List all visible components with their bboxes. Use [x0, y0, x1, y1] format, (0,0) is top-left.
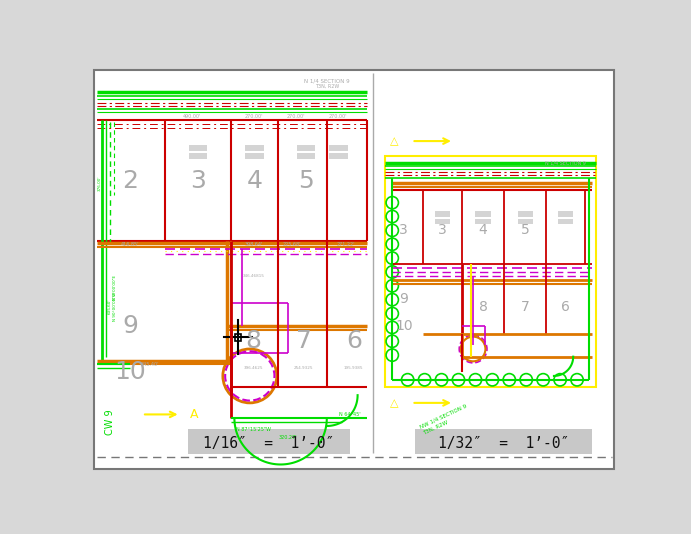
Text: 4: 4 — [247, 169, 263, 193]
Text: T3N, R2W: T3N, R2W — [314, 84, 339, 89]
Text: 4: 4 — [479, 223, 487, 237]
Text: N 1/4 SECTION 9: N 1/4 SECTION 9 — [304, 78, 350, 83]
Text: 398.64': 398.64' — [245, 242, 263, 247]
Bar — [296, 145, 315, 151]
Bar — [296, 153, 315, 159]
Text: 345.40': 345.40' — [140, 362, 159, 367]
Text: 7: 7 — [296, 329, 312, 354]
Bar — [435, 211, 450, 217]
Bar — [385, 156, 596, 388]
Bar — [189, 153, 207, 159]
Bar — [188, 429, 350, 454]
Text: 376.00': 376.00' — [97, 176, 102, 191]
Bar — [235, 334, 241, 341]
Bar — [518, 219, 533, 224]
Bar — [475, 211, 491, 217]
Text: N 1/4 SECTION 9: N 1/4 SECTION 9 — [545, 160, 586, 165]
Text: A: A — [190, 408, 198, 421]
Text: 270.00': 270.00' — [287, 114, 305, 119]
Text: CW 9: CW 9 — [104, 410, 115, 435]
Bar — [558, 211, 574, 217]
Text: 9: 9 — [122, 314, 138, 338]
Text: 8: 8 — [246, 329, 262, 354]
Text: N 90°00'00"W: N 90°00'00"W — [113, 292, 117, 321]
Bar — [329, 145, 348, 151]
Text: 1/32″  =  1’-0″: 1/32″ = 1’-0″ — [438, 436, 569, 451]
Text: 5: 5 — [298, 169, 314, 193]
Bar — [435, 219, 450, 224]
Text: 270.00': 270.00' — [245, 114, 263, 119]
Text: 490.00': 490.00' — [183, 114, 201, 119]
Text: 6: 6 — [346, 329, 362, 354]
Text: 416.85': 416.85' — [121, 242, 140, 247]
Text: 3: 3 — [438, 223, 446, 237]
Bar — [558, 219, 574, 224]
Text: 10: 10 — [115, 360, 146, 384]
Bar — [245, 145, 264, 151]
Text: 271.22': 271.22' — [337, 242, 355, 247]
Text: 270.00': 270.00' — [329, 114, 348, 119]
Text: N 0°00'00"E: N 0°00'00"E — [113, 275, 117, 300]
Text: 195.9385: 195.9385 — [344, 366, 363, 370]
Text: 1/16″  =  1’-0″: 1/16″ = 1’-0″ — [203, 436, 334, 451]
Text: 3: 3 — [399, 223, 408, 237]
Text: 346.46815: 346.46815 — [243, 274, 265, 278]
Text: 9: 9 — [399, 292, 408, 306]
Bar — [415, 429, 592, 454]
Text: 2: 2 — [122, 169, 138, 193]
Text: 320.27': 320.27' — [279, 435, 298, 440]
Text: 8: 8 — [479, 300, 488, 313]
Text: 5: 5 — [521, 223, 530, 237]
Bar — [245, 153, 264, 159]
Text: 7: 7 — [521, 300, 530, 313]
Bar — [518, 211, 533, 217]
Text: 396.4625: 396.4625 — [244, 366, 263, 370]
Text: 6: 6 — [561, 300, 570, 313]
Bar — [475, 219, 491, 224]
Text: △: △ — [390, 398, 398, 408]
Text: 225.68': 225.68' — [283, 242, 301, 247]
Text: NW 1/4 SECTION 9
T3N, R2W: NW 1/4 SECTION 9 T3N, R2W — [419, 404, 471, 436]
Text: N 64°45': N 64°45' — [339, 412, 361, 417]
Text: 10: 10 — [395, 319, 413, 333]
Bar — [189, 145, 207, 151]
Text: 254.9325: 254.9325 — [294, 366, 314, 370]
Text: 635.60': 635.60' — [108, 299, 112, 315]
Bar — [329, 153, 348, 159]
Text: 3: 3 — [190, 169, 206, 193]
Text: △: △ — [390, 136, 398, 146]
Text: N 87°15'25"W: N 87°15'25"W — [236, 427, 271, 433]
